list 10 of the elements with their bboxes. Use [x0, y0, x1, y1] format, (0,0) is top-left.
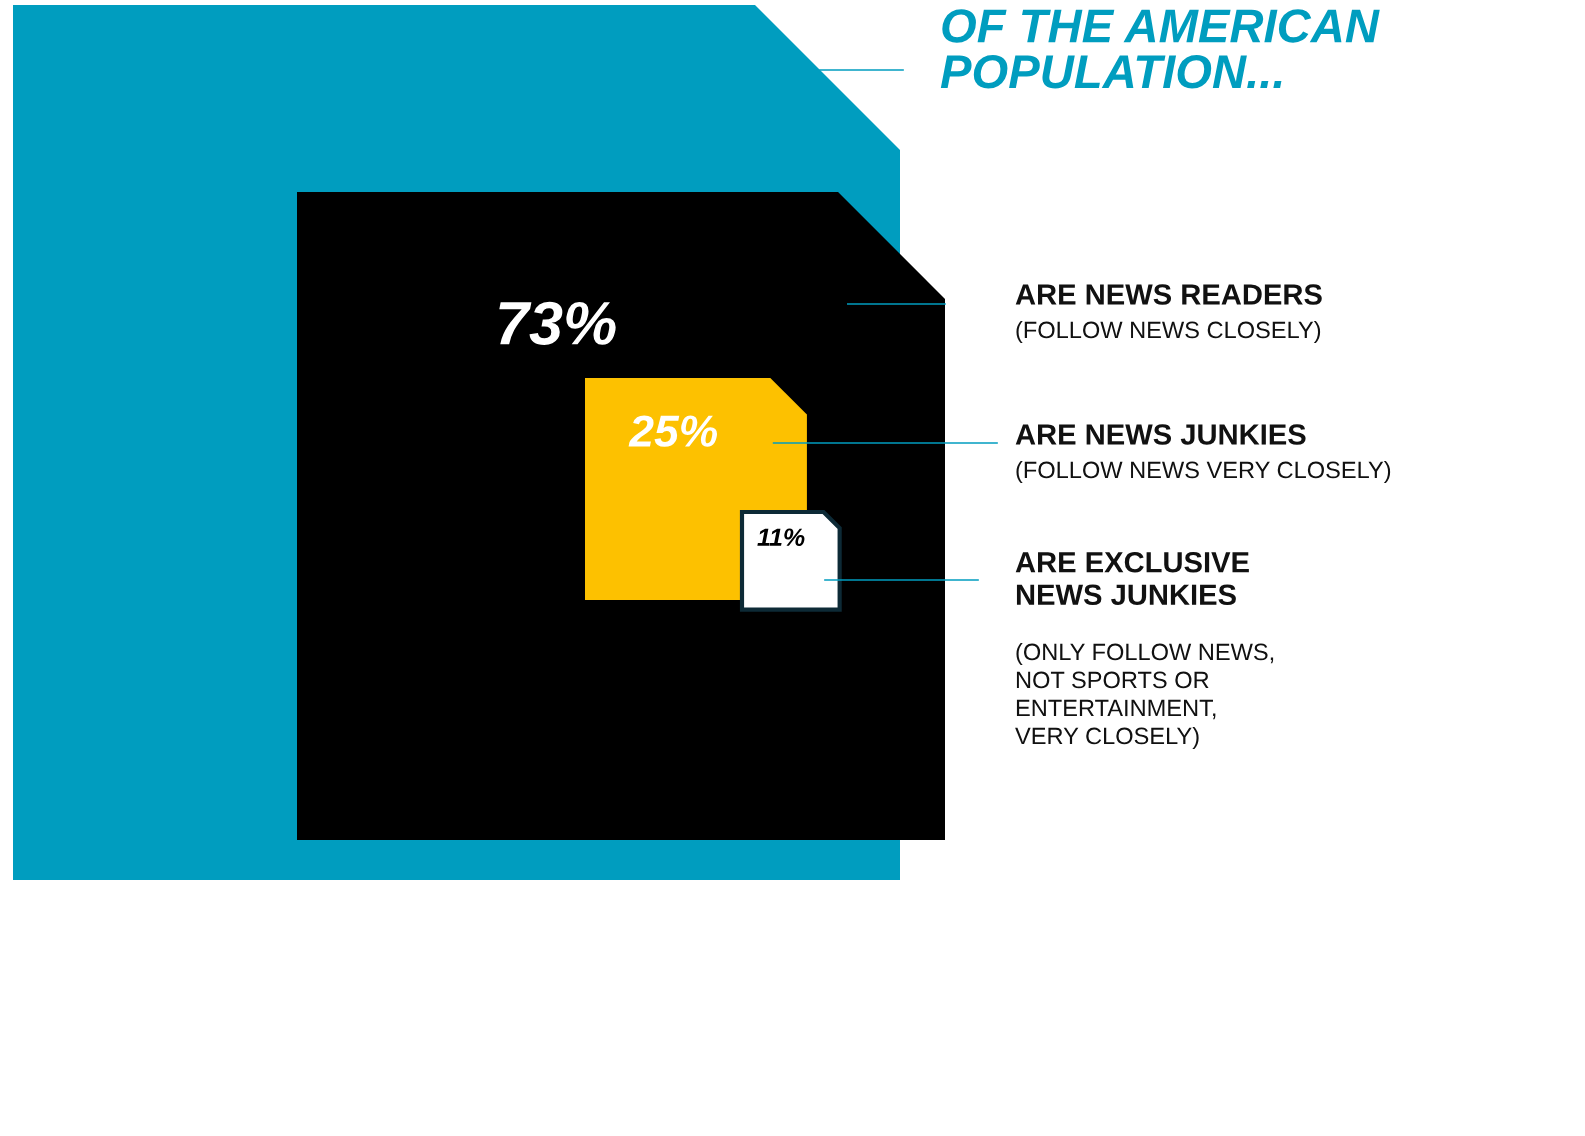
- data-label: 11%: [757, 528, 805, 547]
- text: (FOLLOW NEWS CLOSELY): [1016, 321, 1321, 343]
- text: OF THE AMERICAN POPULATION...: [940, 9, 1380, 89]
- category-label: ARE NEWS READERS: [1015, 284, 1322, 305]
- text: (FOLLOW NEWS VERY CLOSELY): [1016, 461, 1391, 483]
- data-label: 25%: [628, 415, 718, 447]
- category-label: ARE EXCLUSIVE NEWS JUNKIES: [1015, 551, 1249, 606]
- text: (ONLY FOLLOW NEWS, NOT SPORTS OR ENTERTAINMENT, VERY CLOSELY): [1015, 643, 1274, 749]
- category-label: ARE NEWS JUNKIES: [1015, 424, 1306, 445]
- data-label: 73%: [499, 301, 616, 345]
